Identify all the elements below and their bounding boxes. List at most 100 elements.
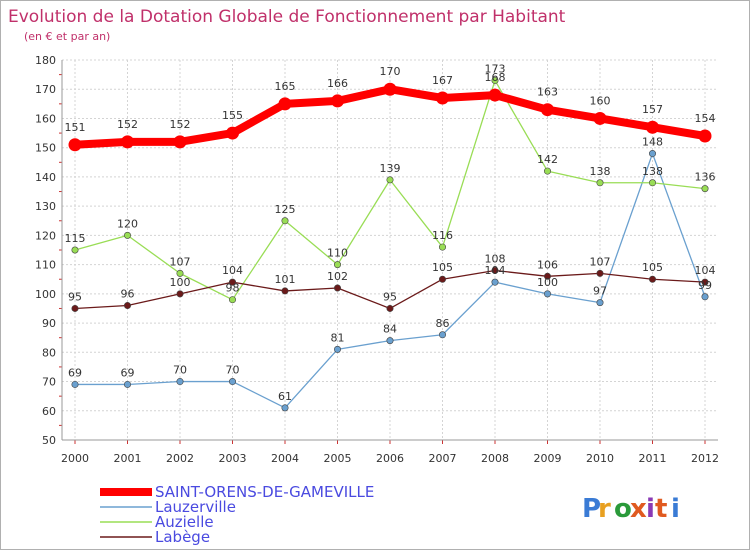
x-tick-label: 2005 <box>324 452 352 465</box>
data-labels: 151 152 152 155 165 166 170 167 168 163 160 157 154 6… <box>65 62 716 402</box>
data-label: 139 <box>380 162 401 175</box>
data-label: 160 <box>590 94 611 107</box>
x-tick-label: 2012 <box>691 452 719 465</box>
data-point <box>121 135 134 149</box>
data-point <box>701 185 709 193</box>
data-point <box>491 266 499 274</box>
legend: SAINT-ORENS-DE-GAMEVILLELauzervilleAuzie… <box>100 483 374 546</box>
data-point <box>281 287 289 295</box>
data-label: 116 <box>432 229 453 242</box>
logo-letter: t <box>655 494 667 524</box>
data-point <box>229 378 237 386</box>
data-point <box>333 345 341 353</box>
data-point <box>68 138 82 152</box>
x-tick-label: 2003 <box>219 452 247 465</box>
data-point <box>383 82 397 96</box>
data-label: 125 <box>275 203 296 216</box>
data-label: 167 <box>432 74 453 87</box>
data-point <box>543 290 551 298</box>
x-tick-label: 2009 <box>534 452 562 465</box>
y-tick-label: 100 <box>35 288 56 301</box>
data-point <box>596 269 604 277</box>
y-tick-label: 50 <box>42 434 56 447</box>
data-label: 157 <box>642 103 663 116</box>
x-tick-label: 2007 <box>429 452 457 465</box>
data-point <box>543 272 551 280</box>
data-label: 61 <box>278 390 292 403</box>
y-tick-label: 60 <box>42 405 56 418</box>
data-point <box>491 76 499 84</box>
x-tick-label: 2006 <box>376 452 404 465</box>
data-label: 166 <box>327 77 348 90</box>
logo-letter: i <box>671 494 680 524</box>
data-point <box>71 380 79 388</box>
data-label: 108 <box>485 252 506 265</box>
data-point <box>386 176 394 184</box>
data-point <box>648 150 656 158</box>
data-label: 138 <box>642 165 663 178</box>
data-point <box>176 378 184 386</box>
y-tick-label: 180 <box>35 54 56 67</box>
logo-letter: i <box>646 494 655 524</box>
x-tick-label: 2002 <box>166 452 194 465</box>
chart-title: Evolution de la Dotation Globale de Fonc… <box>8 7 566 27</box>
y-tick-label: 160 <box>35 112 56 125</box>
data-point <box>124 380 132 388</box>
data-point <box>701 278 709 286</box>
data-label: 97 <box>593 285 607 298</box>
x-tick-label: 2004 <box>271 452 299 465</box>
chart-subtitle: (en € et par an) <box>24 30 110 43</box>
data-label: 120 <box>117 217 138 230</box>
data-label: 110 <box>327 247 348 260</box>
data-label: 69 <box>121 366 135 379</box>
data-label: 105 <box>432 261 453 274</box>
data-point <box>281 217 289 225</box>
data-label: 154 <box>695 112 716 125</box>
data-point <box>543 167 551 175</box>
legend-label: Labège <box>155 528 210 546</box>
data-point <box>593 111 607 125</box>
data-label: 115 <box>65 232 86 245</box>
data-label: 98 <box>226 282 240 295</box>
data-label: 100 <box>170 276 191 289</box>
data-point <box>229 296 237 304</box>
data-label: 151 <box>65 121 86 134</box>
data-point <box>541 103 554 117</box>
data-label: 165 <box>275 80 296 93</box>
data-point <box>488 88 502 102</box>
proxiti-logo: Pr ox i t i <box>582 494 680 524</box>
data-label: 105 <box>642 261 663 274</box>
data-label: 152 <box>170 118 191 131</box>
data-label: 101 <box>275 273 296 286</box>
data-label: 155 <box>222 109 243 122</box>
data-label: 96 <box>121 288 135 301</box>
data-point <box>71 246 79 254</box>
data-label: 107 <box>170 255 191 268</box>
logo-letter: r <box>598 494 611 524</box>
data-point <box>176 269 184 277</box>
data-point <box>333 261 341 269</box>
data-label: 69 <box>68 366 82 379</box>
data-point <box>596 179 604 187</box>
data-point <box>173 135 187 149</box>
data-point <box>124 231 132 239</box>
y-tick-label: 70 <box>42 376 56 389</box>
data-label: 136 <box>695 171 716 184</box>
data-label: 70 <box>226 364 240 377</box>
data-point <box>646 120 659 134</box>
y-tick-label: 140 <box>35 171 56 184</box>
data-point <box>596 299 604 307</box>
data-label: 104 <box>695 264 716 277</box>
y-tick-label: 110 <box>35 259 56 272</box>
data-label: 95 <box>68 290 82 303</box>
data-point <box>698 129 712 143</box>
logo-letter: o <box>614 494 632 524</box>
data-point <box>438 275 446 283</box>
legend-label: Auzielle <box>155 513 214 531</box>
data-label: 84 <box>383 323 397 336</box>
legend-label: SAINT-ORENS-DE-GAMEVILLE <box>155 483 374 501</box>
data-label: 173 <box>485 62 506 75</box>
data-label: 100 <box>537 276 558 289</box>
series-layer <box>68 76 712 412</box>
